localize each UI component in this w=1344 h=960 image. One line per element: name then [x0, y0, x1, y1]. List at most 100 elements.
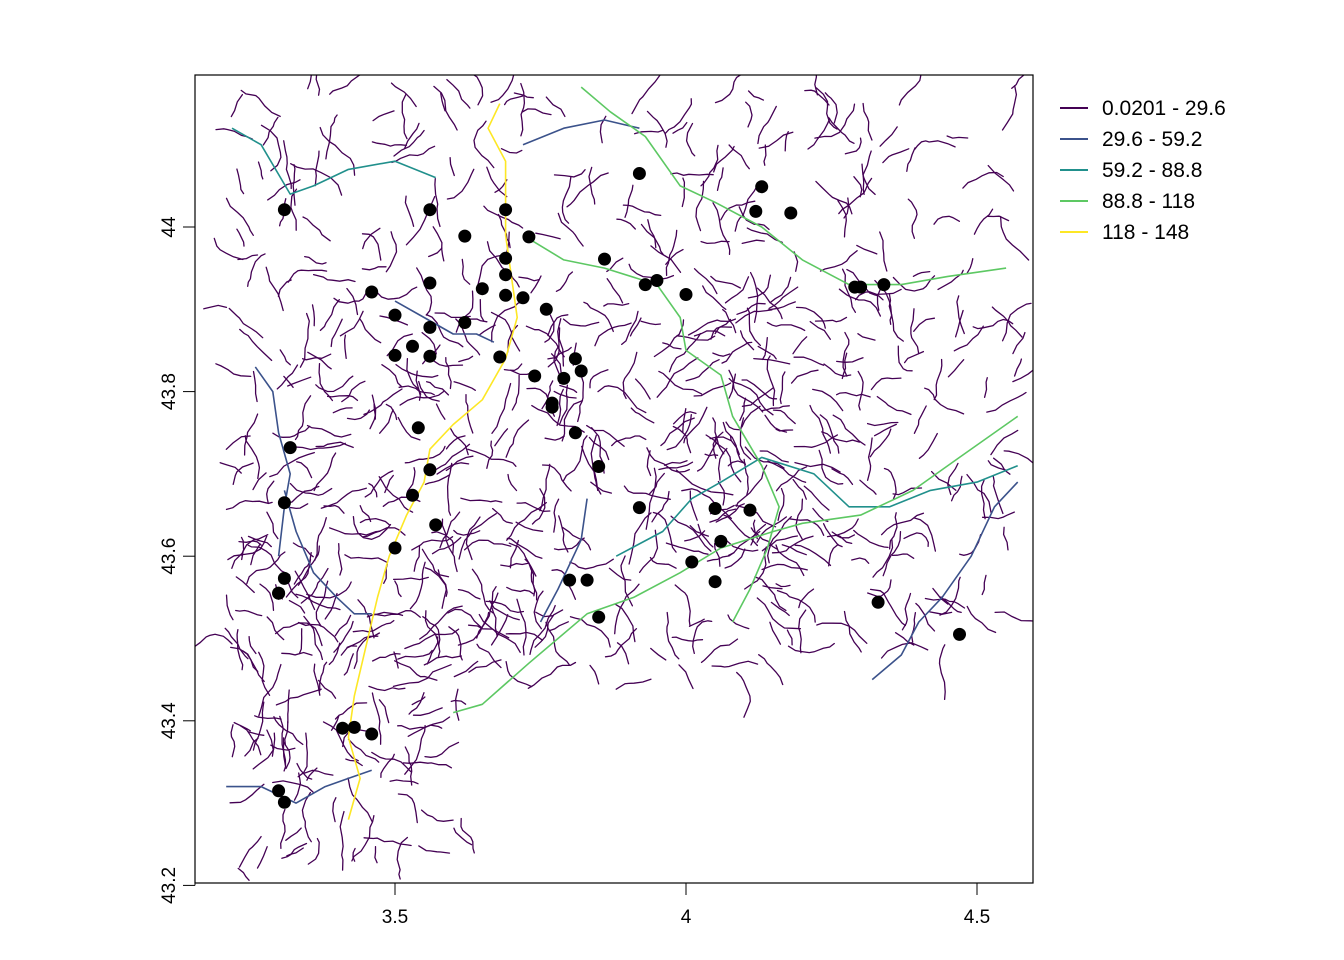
stream-segment: [492, 507, 513, 524]
stream-segment: [857, 370, 864, 411]
stream-segment: [962, 171, 1004, 189]
minor-streams: [195, 75, 1033, 881]
stream-segment: [566, 172, 609, 208]
stream-segment: [721, 341, 753, 364]
stream-segment: [745, 101, 753, 128]
stream-segment: [440, 92, 446, 112]
stream-segment: [714, 75, 742, 104]
station-point: [568, 352, 582, 366]
stream-segment: [445, 455, 474, 472]
stream-segment: [645, 467, 657, 530]
stream-segment: [434, 177, 441, 228]
station-point: [388, 308, 402, 322]
station-point: [347, 720, 361, 734]
station-point: [277, 496, 291, 510]
station-point: [423, 320, 437, 334]
station-point: [953, 627, 966, 641]
stream-segment: [333, 620, 354, 653]
stream-segment: [288, 599, 306, 614]
stream-segment: [458, 512, 497, 560]
stream-segment: [724, 276, 750, 304]
station-point: [388, 348, 402, 362]
stream-segment: [671, 636, 704, 642]
stream-segment: [814, 103, 856, 139]
station-point: [638, 278, 652, 292]
stream-segment: [685, 122, 696, 157]
stream-segment: [843, 610, 862, 653]
stream-segment: [491, 300, 527, 343]
stream-segment: [368, 482, 378, 498]
stream-segment: [445, 435, 466, 450]
stream-segment: [371, 394, 377, 420]
stream-segment: [787, 642, 835, 654]
stream-segment: [472, 75, 484, 106]
stream-segment: [281, 651, 313, 656]
stream-segment: [685, 359, 720, 382]
stream-segment: [624, 184, 634, 218]
stream-segment: [448, 626, 463, 661]
stream-segment: [547, 314, 569, 337]
stream-segment: [421, 331, 437, 355]
river-line: [522, 234, 780, 623]
stream-segment: [715, 503, 745, 523]
stream-segment: [888, 512, 898, 550]
stream-segment: [907, 198, 918, 239]
stream-segment: [932, 587, 949, 605]
stream-segment: [749, 271, 759, 323]
stream-segment: [506, 586, 534, 595]
stream-segment: [640, 320, 662, 326]
station-point: [516, 291, 530, 305]
stream-segment: [530, 275, 542, 294]
stream-segment: [837, 200, 847, 238]
stream-segment: [507, 473, 518, 492]
stream-segment: [541, 464, 572, 492]
stream-segment: [486, 440, 494, 469]
stream-segment: [240, 89, 281, 118]
stream-segment: [534, 609, 564, 648]
stream-segment: [449, 427, 469, 456]
stream-segment: [750, 527, 778, 550]
stream-segment: [230, 724, 236, 758]
stream-segment: [529, 604, 556, 656]
river-line: [871, 481, 1019, 681]
stream-segment: [986, 391, 1027, 413]
stream-segment: [779, 371, 786, 405]
stream-segment: [741, 379, 778, 400]
stream-segment: [561, 176, 572, 224]
stream-segment: [953, 325, 984, 352]
stream-segment: [408, 692, 425, 715]
stream-segment: [282, 485, 320, 506]
stream-segment: [712, 417, 725, 455]
stream-segment: [712, 431, 724, 459]
stream-segment: [241, 534, 269, 561]
stream-segment: [844, 137, 862, 155]
stream-segment: [551, 569, 577, 600]
stream-segment: [693, 268, 718, 295]
stream-segment: [747, 90, 765, 101]
stream-segment: [695, 180, 705, 232]
stream-segment: [238, 540, 262, 546]
stream-segment: [838, 288, 882, 317]
stream-segment: [553, 169, 586, 178]
stream-segment: [914, 140, 956, 150]
stream-segment: [665, 229, 678, 277]
stream-segment: [453, 827, 473, 846]
stream-segment: [490, 75, 515, 103]
stream-segment: [352, 847, 356, 862]
stream-segment: [306, 581, 352, 599]
stream-segment: [465, 394, 474, 434]
stream-segment: [314, 517, 327, 562]
stream-segment: [616, 642, 630, 665]
station-point: [685, 555, 699, 569]
stream-segment: [284, 721, 289, 746]
stream-segment: [516, 502, 551, 513]
stream-segment: [246, 551, 286, 585]
stream-segment: [505, 631, 544, 641]
stream-segment: [402, 761, 453, 769]
stream-segment: [535, 611, 554, 618]
stream-segment: [665, 542, 709, 555]
stream-segment: [195, 633, 233, 648]
stream-segment: [834, 534, 856, 539]
station-point: [563, 573, 577, 587]
